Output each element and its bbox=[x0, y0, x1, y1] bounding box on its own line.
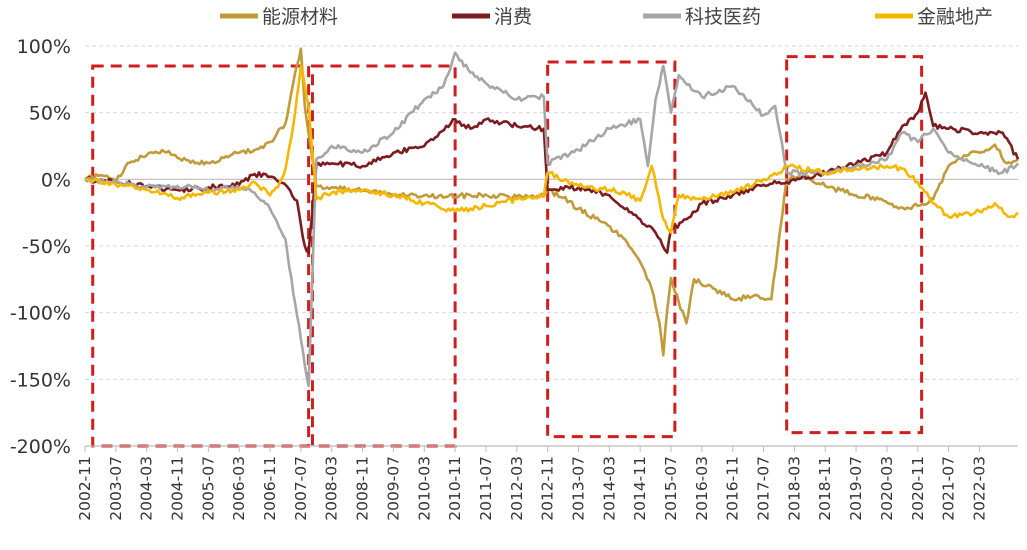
series-line-4 bbox=[84, 64, 1019, 234]
x-tick-label: 2009-07 bbox=[384, 456, 402, 521]
x-tick-label: 2013-07 bbox=[569, 456, 587, 521]
x-tick-label: 2014-03 bbox=[600, 456, 618, 521]
x-tick-label: 2004-11 bbox=[169, 456, 187, 521]
legend-label-1: 能源材料 bbox=[262, 6, 338, 28]
y-tick-label: -200% bbox=[10, 436, 71, 458]
highlight-box bbox=[546, 60, 677, 439]
y-tick-label: -100% bbox=[10, 303, 71, 325]
x-tick-label: 2018-03 bbox=[785, 456, 803, 521]
legend-label-2: 消费 bbox=[494, 6, 532, 28]
x-tick-label: 2012-11 bbox=[539, 456, 557, 521]
x-tick-label: 2022-03 bbox=[970, 456, 988, 521]
x-tick-label: 2020-11 bbox=[909, 456, 927, 521]
highlight-boxes bbox=[91, 55, 924, 448]
y-tick-label: 50% bbox=[29, 103, 71, 125]
x-tick-label: 2006-03 bbox=[230, 456, 248, 521]
y-tick-label: -150% bbox=[10, 369, 71, 391]
x-tick-label: 2011-07 bbox=[477, 456, 495, 521]
legend-label-4: 金融地产 bbox=[917, 6, 993, 28]
series-lines bbox=[84, 47, 1020, 388]
x-tick-label: 2020-03 bbox=[878, 456, 896, 521]
x-tick-label: 2004-03 bbox=[138, 456, 156, 521]
y-tick-label: 100% bbox=[17, 36, 71, 58]
y-tick-label: -50% bbox=[22, 236, 71, 258]
highlight-box bbox=[785, 55, 924, 435]
series-line-2 bbox=[84, 91, 1020, 254]
x-tick-label: 2016-03 bbox=[693, 456, 711, 521]
x-tick-label: 2008-03 bbox=[323, 456, 341, 521]
x-tick-label: 2007-07 bbox=[292, 456, 310, 521]
x-tick-label: 2018-11 bbox=[816, 456, 834, 521]
highlight-box bbox=[91, 64, 311, 448]
legend-label-3: 科技医药 bbox=[685, 6, 761, 28]
x-tick-label: 2010-11 bbox=[446, 456, 464, 521]
y-tick-label: 0% bbox=[41, 169, 71, 191]
highlight-box bbox=[310, 64, 457, 448]
series-line-1 bbox=[84, 47, 1019, 357]
x-tick-label: 2005-07 bbox=[199, 456, 217, 521]
x-tick-label: 2006-11 bbox=[261, 456, 279, 521]
x-tick-label: 2015-07 bbox=[662, 456, 680, 521]
x-tick-label: 2002-11 bbox=[76, 456, 94, 521]
x-tick-label: 2010-03 bbox=[415, 456, 433, 521]
legend: 能源材料 消费 科技医药 金融地产 bbox=[220, 6, 993, 28]
x-tick-label: 2017-07 bbox=[755, 456, 773, 521]
x-tick-label: 2003-07 bbox=[107, 456, 125, 521]
series-line-3 bbox=[84, 51, 1020, 388]
x-axis-ticks: 2002-11 2003-07 2004-03 2004-11 2005-07 2006-… bbox=[76, 445, 1018, 521]
x-tick-label: 2012-03 bbox=[508, 456, 526, 521]
x-tick-label: 2016-11 bbox=[724, 456, 742, 521]
x-tick-label: 2008-11 bbox=[354, 456, 372, 521]
x-tick-label: 2021-07 bbox=[940, 456, 958, 521]
gridlines bbox=[85, 45, 1018, 447]
x-tick-label: 2014-11 bbox=[631, 456, 649, 521]
x-tick-label: 2019-07 bbox=[847, 456, 865, 521]
y-axis-ticks: 100% 50% 0% -50% -100% -150% -200% bbox=[10, 36, 71, 458]
